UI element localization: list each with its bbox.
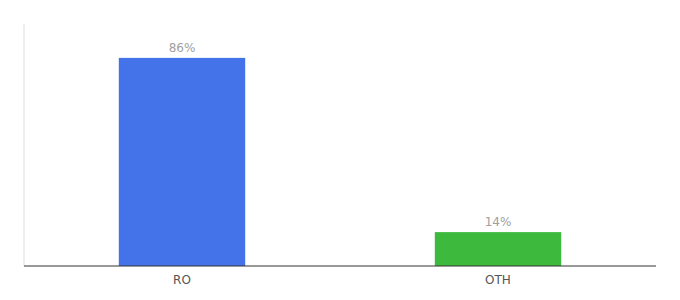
chart-container: RO OTH 86% 14% <box>0 0 680 300</box>
x-tick-label: OTH <box>485 273 511 287</box>
data-label: 86% <box>169 41 196 55</box>
x-axis-line <box>24 266 656 267</box>
bar <box>435 232 561 266</box>
data-label: 14% <box>485 215 512 229</box>
y-axis-line <box>24 24 25 266</box>
x-tick-label: RO <box>173 273 191 287</box>
bar <box>119 58 245 266</box>
chart-svg: RO OTH 86% 14% <box>0 0 680 300</box>
bars <box>119 58 561 266</box>
